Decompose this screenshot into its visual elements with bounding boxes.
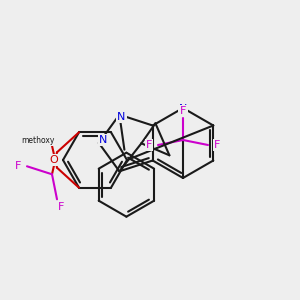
Text: O: O — [50, 155, 58, 165]
Text: N: N — [99, 135, 107, 145]
Text: F: F — [58, 202, 64, 212]
Text: F: F — [180, 106, 186, 116]
Text: O: O — [50, 155, 58, 165]
Text: F: F — [146, 140, 152, 150]
Text: N: N — [179, 104, 187, 114]
Text: N: N — [117, 112, 126, 122]
Text: F: F — [15, 161, 21, 171]
Text: methoxy: methoxy — [21, 136, 55, 145]
Text: F: F — [214, 140, 220, 150]
